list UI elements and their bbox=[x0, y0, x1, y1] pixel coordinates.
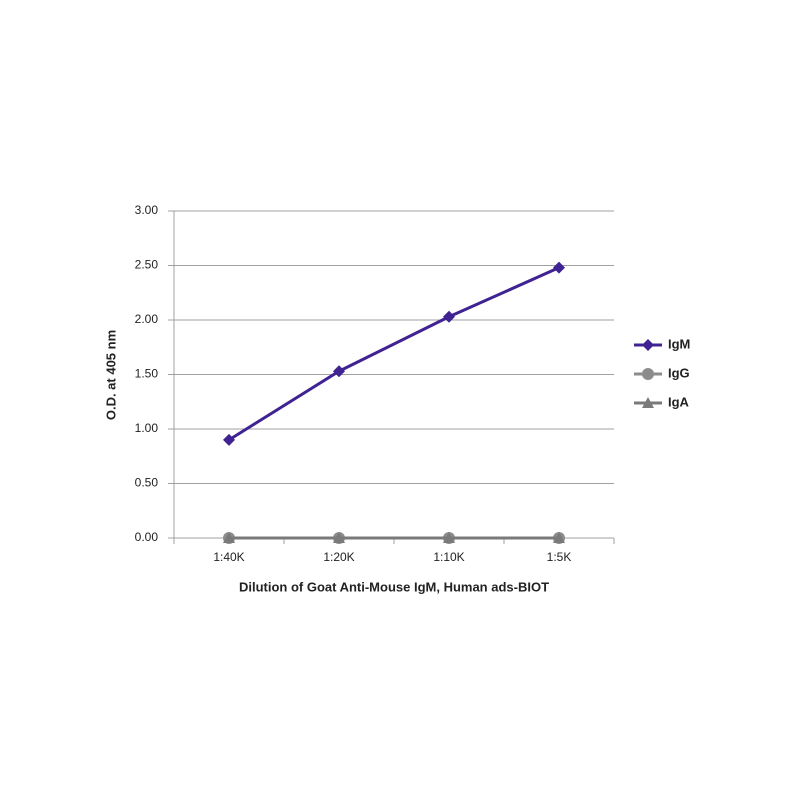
y-tick-label: 3.00 bbox=[135, 203, 159, 217]
x-tick-label: 1:5K bbox=[547, 550, 572, 564]
y-tick-label: 1.50 bbox=[135, 367, 159, 381]
marker bbox=[553, 261, 565, 274]
legend-marker bbox=[642, 397, 654, 408]
legend-marker bbox=[642, 339, 654, 351]
y-tick-label: 0.00 bbox=[135, 530, 159, 544]
y-tick-label: 2.50 bbox=[135, 258, 159, 272]
marker bbox=[443, 532, 455, 543]
x-tick-label: 1:20K bbox=[323, 550, 354, 564]
x-axis-title: Dilution of Goat Anti-Mouse IgM, Human a… bbox=[239, 579, 549, 594]
x-tick-label: 1:40K bbox=[213, 550, 244, 564]
y-tick-label: 0.50 bbox=[135, 476, 159, 490]
y-tick-label: 2.00 bbox=[135, 312, 159, 326]
x-tick-label: 1:10K bbox=[433, 550, 464, 564]
marker bbox=[223, 433, 235, 446]
marker bbox=[223, 532, 235, 543]
marker bbox=[333, 532, 345, 543]
marker bbox=[553, 532, 565, 543]
legend-label: IgA bbox=[668, 394, 690, 409]
legend-marker bbox=[642, 368, 654, 380]
y-axis-title: O.D. at 405 nm bbox=[103, 330, 118, 420]
legend-label: IgG bbox=[668, 365, 690, 380]
legend-label: IgM bbox=[668, 336, 690, 351]
series-line bbox=[228, 266, 560, 442]
marker bbox=[443, 310, 455, 323]
marker bbox=[333, 365, 345, 378]
y-tick-label: 1.00 bbox=[135, 421, 159, 435]
